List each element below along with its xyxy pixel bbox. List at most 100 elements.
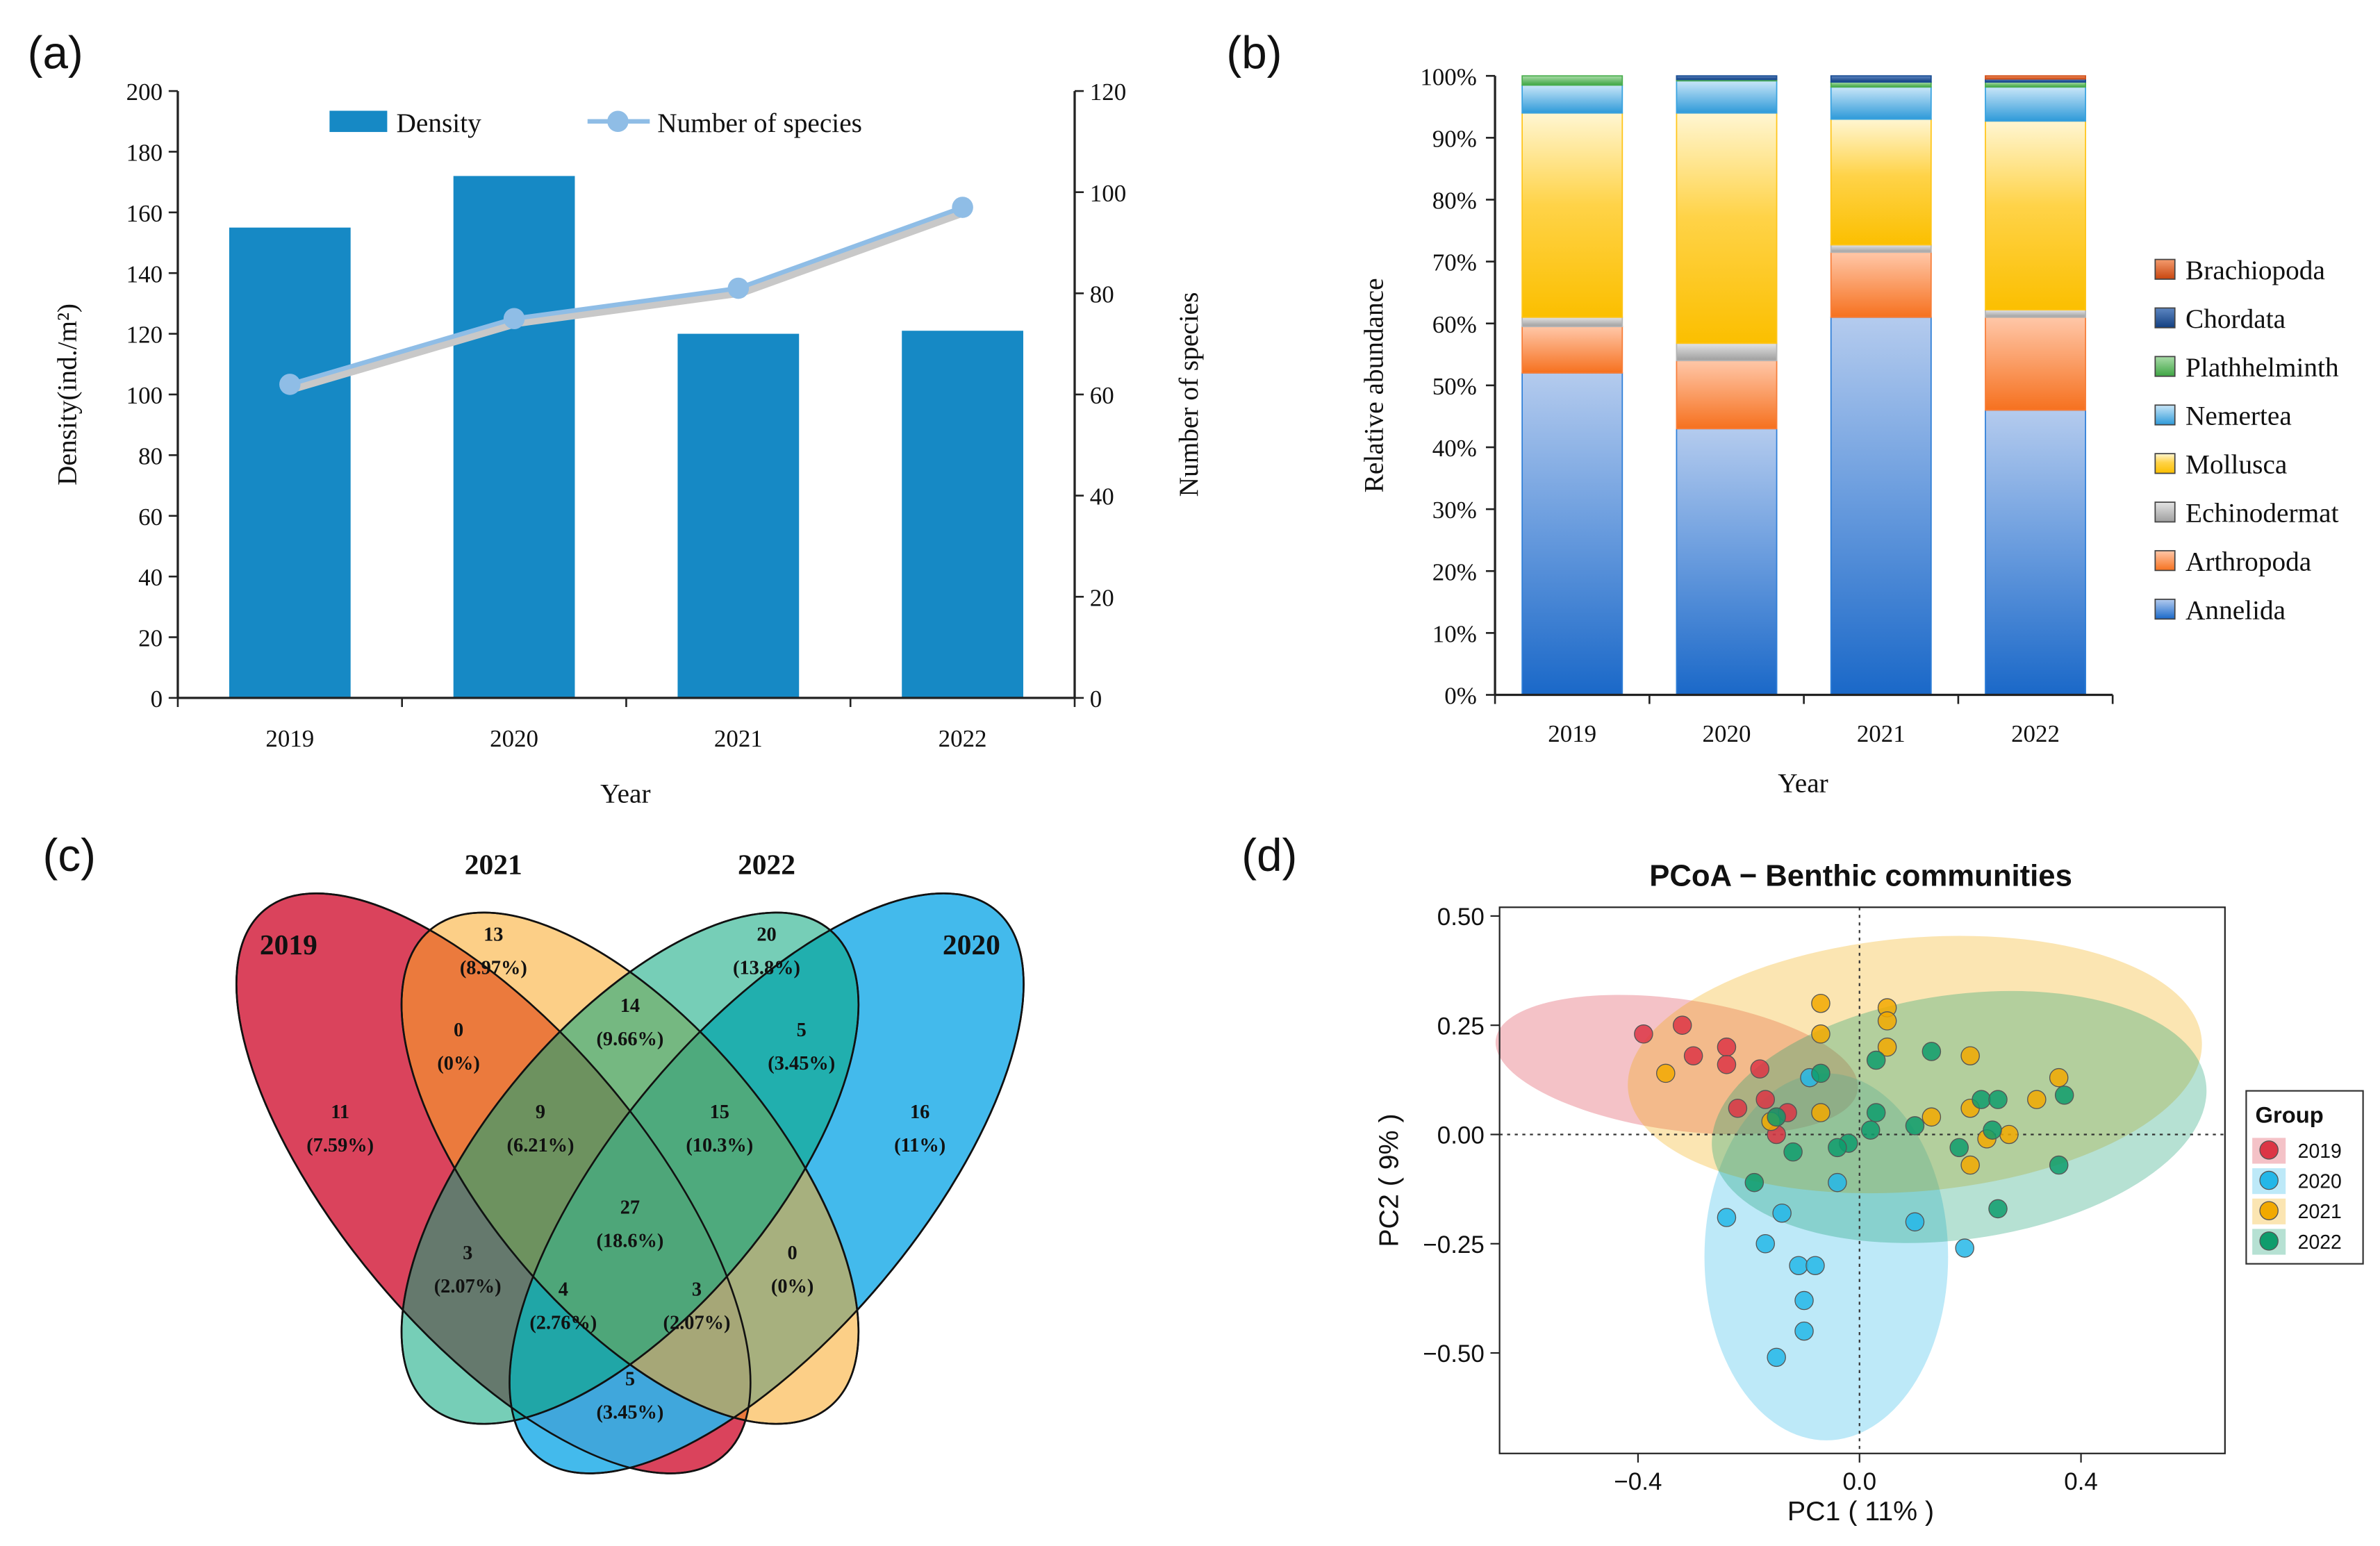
panel-b-x-tick-label-2022: 2022	[2011, 720, 2060, 747]
venn-region-2019-count: 11	[331, 1102, 349, 1123]
legend-key-2020	[2259, 1170, 2279, 1190]
venn-region-all-count: 27	[620, 1197, 640, 1219]
point-2021-14	[1922, 1107, 1942, 1127]
point-2020-5	[1794, 1290, 1814, 1311]
legend-swatch-brachiopoda	[2154, 258, 2176, 280]
panel-label-a: (a)	[28, 27, 83, 78]
point-2020-8	[1828, 1172, 1847, 1192]
legend-label-chordata: Chordata	[2185, 304, 2286, 334]
panel-b-y-tick-label: 10%	[1432, 620, 1477, 647]
legend-swatch-chordata	[2154, 307, 2176, 329]
point-2022-6	[1983, 1120, 2002, 1140]
venn-region-2022-2020-count: 5	[797, 1020, 807, 1041]
point-2020-2	[1772, 1203, 1792, 1223]
stack-segment-nemertea-2019	[1521, 84, 1623, 114]
stack-segment-chordata-2020	[1676, 75, 1778, 81]
stack-segment-plathhelminth-2019	[1521, 75, 1623, 86]
venn-region-2022-count: 20	[757, 924, 776, 945]
stack-segment-plathhelminth-2022	[1985, 81, 2086, 88]
stack-segment-arthropoda-2019	[1521, 326, 1623, 374]
panel-b-x-tick-label-2021: 2021	[1857, 720, 1906, 747]
panel-d-y-tick-label: 0.25	[1437, 1013, 1485, 1040]
legend-label-brachiopoda: Brachiopoda	[2185, 255, 2325, 285]
species-point-2021	[727, 277, 750, 299]
point-2021-11	[2049, 1067, 2069, 1088]
venn-region-2021-2020-count: 0	[788, 1242, 798, 1264]
legend-swatch-arthropoda	[2154, 550, 2176, 572]
point-2022-14	[1767, 1107, 1786, 1127]
stack-segment-arthropoda-2022	[1985, 316, 2086, 411]
point-2019-0	[1634, 1024, 1653, 1044]
panel-label-b: (b)	[1226, 27, 1282, 78]
venn-set-label-2022: 2022	[738, 848, 795, 880]
venn-region-2019-2021-2022-count: 9	[536, 1102, 545, 1123]
point-2020-10	[1955, 1238, 1974, 1258]
stack-segment-mollusca-2020	[1676, 112, 1778, 344]
point-2022-2	[1866, 1103, 1886, 1122]
venn-region-2019-2020-count: 5	[625, 1368, 635, 1390]
point-2022-17	[1905, 1116, 1925, 1136]
panel-d-y-tick-label: −0.25	[1423, 1231, 1484, 1258]
confidence-ellipse-2020	[1704, 1073, 1949, 1440]
point-2022-12	[1783, 1142, 1803, 1162]
stack-segment-annelida-2021	[1830, 316, 1932, 696]
panel-a-y2-tick-label: 120	[1090, 78, 1126, 106]
stack-segment-echinodermat-2019	[1521, 316, 1623, 328]
point-2022-16	[1828, 1138, 1847, 1158]
venn-region-2021-2022-2020-count: 15	[710, 1102, 729, 1123]
panel-b-y-axis-label: Relative abundance	[1358, 278, 1389, 492]
panel-a-x-tick-label-2022: 2022	[939, 725, 987, 752]
stack-segment-brachiopoda-2022	[1985, 75, 2086, 80]
point-2021-0	[1656, 1063, 1676, 1083]
panel-d-x-axis-label: PC1 ( 11% )	[1787, 1496, 1934, 1527]
venn-region-2019-percent: (7.59%)	[306, 1135, 374, 1156]
panel-a-legend: Density Number of species	[329, 108, 862, 138]
point-2022-3	[1860, 1120, 1881, 1140]
species-point-2019	[279, 374, 301, 395]
density-bar-2020	[453, 176, 575, 698]
species-line-shadow	[292, 208, 967, 393]
panel-d-x-tick-label: 0.4	[2064, 1468, 2098, 1495]
point-2020-3	[1789, 1256, 1808, 1275]
venn-region-2020-percent: (11%)	[894, 1135, 945, 1156]
legend-label-2022: 2022	[2298, 1231, 2342, 1254]
legend-title: Group	[2256, 1102, 2324, 1128]
panel-a-y-tick-label: 60	[138, 504, 163, 531]
legend-density-label: Density	[397, 108, 482, 138]
legend-label-echinodermat: Echinodermat	[2185, 497, 2339, 528]
point-2020-1	[1755, 1233, 1776, 1254]
panel-d-legend: Group 2019 2020 2021 2022	[2245, 1090, 2364, 1265]
venn-region-2021-count: 13	[484, 924, 503, 945]
panel-b-relative-abundance-chart: 0% 10% 20% 30% 40% 50% 60% 70% 80% 90% 100% 2019 202…	[1358, 63, 2339, 798]
point-2020-4	[1805, 1256, 1825, 1275]
point-2021-15	[1960, 1155, 1980, 1175]
stack-segment-annelida-2020	[1676, 428, 1778, 696]
panel-label-c: (c)	[43, 830, 96, 881]
legend-label-nemertea: Nemertea	[2185, 401, 2292, 431]
venn-region-2019-2020-percent: (3.45%)	[596, 1402, 663, 1424]
venn-region-2019-2021-count: 0	[454, 1020, 463, 1041]
panel-a-y-tick-label: 180	[126, 140, 163, 167]
venn-region-2019-2022-count: 3	[463, 1242, 472, 1264]
point-2019-3	[1717, 1037, 1737, 1057]
legend-label-2020: 2020	[2298, 1170, 2342, 1192]
stack-segment-mollusca-2019	[1521, 112, 1623, 318]
panel-b-x-axis-label: Year	[1778, 767, 1828, 798]
point-2022-7	[2054, 1086, 2074, 1105]
venn-region-2020-count: 16	[910, 1102, 929, 1123]
legend-density-swatch	[329, 110, 388, 133]
legend-label-plathhelminth: Plathhelminth	[2185, 352, 2339, 383]
panel-a-y-tick-label: 140	[126, 260, 163, 288]
panel-b-y-tick-label: 20%	[1432, 558, 1477, 585]
venn-region-2022-percent: (13.8%)	[733, 957, 800, 979]
venn-region-2019-2022-percent: (2.07%)	[434, 1276, 502, 1297]
panel-a-y2-tick-label: 20	[1090, 584, 1114, 611]
species-point-2020	[503, 308, 525, 330]
point-2021-2	[1811, 1024, 1831, 1044]
point-2019-8	[1750, 1059, 1770, 1079]
species-point-2022	[952, 197, 973, 218]
venn-region-2019-2021-percent: (0%)	[437, 1053, 479, 1074]
panel-b-y-tick-label: 90%	[1432, 125, 1477, 152]
stack-segment-arthropoda-2021	[1830, 251, 1932, 318]
